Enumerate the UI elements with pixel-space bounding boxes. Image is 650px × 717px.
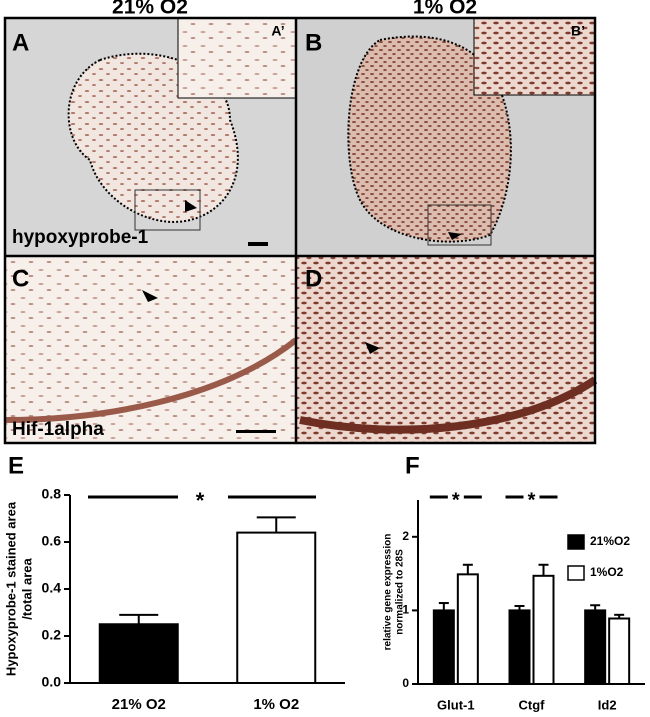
arrowhead	[365, 342, 380, 354]
bar	[456, 573, 479, 685]
inset-label: A’	[271, 23, 284, 39]
zoom-box	[134, 189, 201, 231]
stain-label: hypoxyprobe-1	[12, 227, 149, 248]
legend-swatch	[567, 534, 585, 550]
y-tick-label: 1	[402, 603, 409, 617]
bar	[98, 623, 179, 684]
y-axis-label: relative gene expression	[383, 534, 394, 651]
header: 21% O2	[112, 0, 188, 19]
inset	[473, 17, 596, 96]
scale-bar	[236, 430, 276, 433]
y-tick-label: 0	[402, 676, 409, 690]
panel-label: F	[405, 452, 420, 479]
x-tick-label: Ctgf	[519, 697, 546, 712]
bar	[584, 609, 607, 686]
x-tick-label: 1% O2	[253, 696, 299, 713]
panel-label: A	[12, 29, 29, 56]
scale-bar	[248, 242, 268, 246]
bar	[608, 617, 631, 685]
panel-label: E	[8, 452, 24, 479]
bar	[508, 609, 531, 686]
significance: *	[528, 489, 536, 511]
legend-swatch	[567, 565, 585, 581]
significance: *	[452, 489, 460, 511]
x-tick-label: 21% O2	[112, 696, 166, 713]
edge	[4, 337, 298, 423]
y-tick-label: 0.2	[42, 627, 62, 643]
y-axis-label: Hypoxyprobe-1 stained area	[3, 501, 18, 676]
micrographs	[3, 16, 598, 445]
legend-label: 1%O2	[590, 565, 624, 579]
panel-c	[5, 256, 296, 443]
edge	[299, 376, 598, 434]
zoom-box	[427, 204, 492, 246]
panel-d	[296, 256, 595, 443]
bar	[432, 609, 455, 686]
y-tick-label: 0.0	[42, 674, 62, 690]
header: 1% O2	[413, 0, 477, 19]
y-tick-label: 2	[402, 529, 409, 543]
x-tick-label: Glut-1	[437, 697, 475, 712]
arrowhead	[142, 290, 158, 302]
inset	[177, 17, 297, 99]
stain-label: Hif-1alpha	[12, 419, 104, 440]
frame	[3, 16, 597, 445]
bar	[532, 574, 555, 685]
panel-label: B	[305, 29, 322, 56]
y-tick-label: 0.4	[42, 580, 62, 596]
legend-label: 21%O2	[590, 534, 630, 548]
x-tick-label: Id2	[598, 697, 617, 712]
tissue	[347, 35, 512, 243]
y-tick-label: 0.8	[42, 486, 62, 502]
y-tick-label: 0.6	[42, 533, 62, 549]
arrowhead	[185, 200, 197, 212]
bar	[236, 531, 317, 684]
significance: *	[196, 488, 205, 513]
panel-label: D	[305, 265, 322, 292]
panel-label: C	[12, 265, 29, 292]
inset-label: B’	[571, 23, 585, 39]
y-axis-label: /total area	[19, 558, 34, 620]
y-axis-label: normalized to 28S	[395, 549, 406, 635]
arrowhead	[448, 232, 462, 240]
